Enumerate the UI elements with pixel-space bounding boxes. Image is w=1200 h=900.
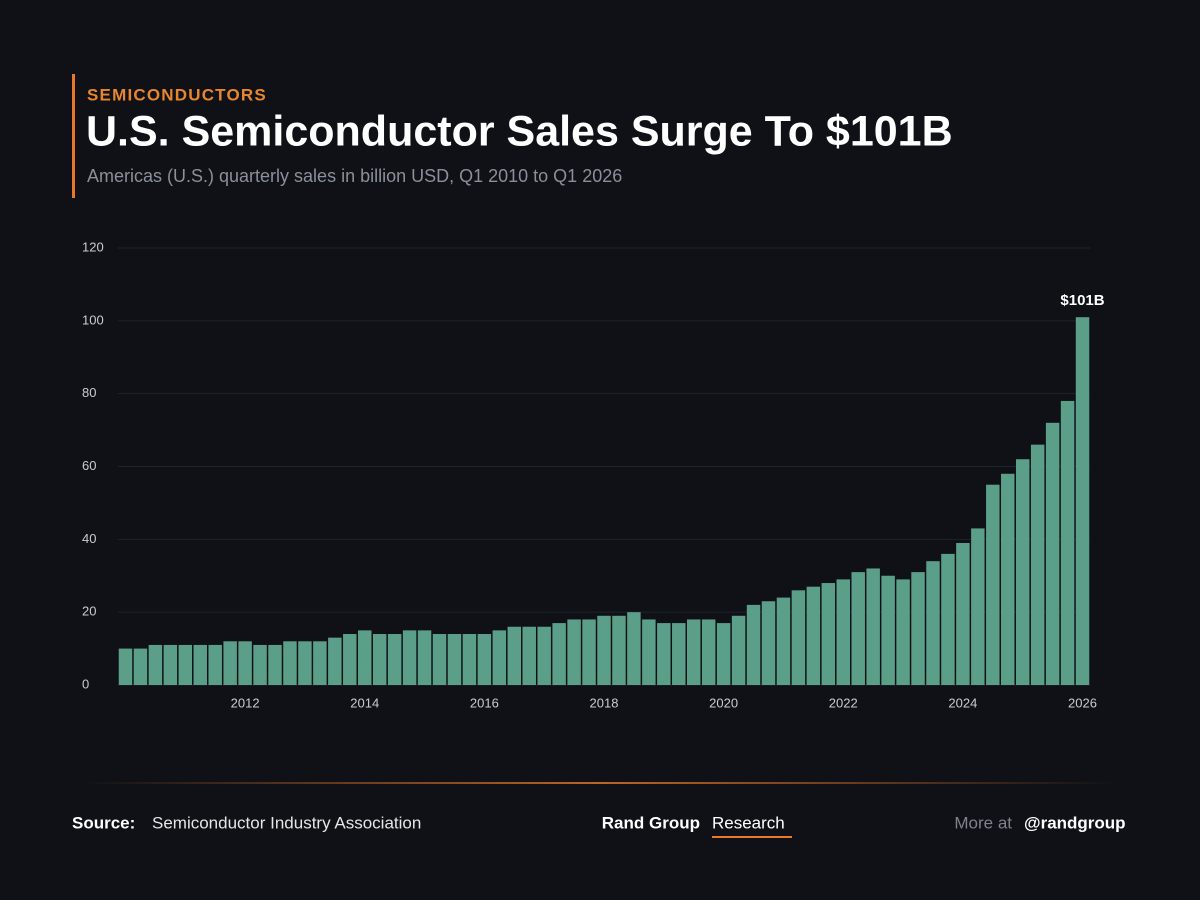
bar — [372, 634, 387, 685]
bar — [358, 630, 372, 685]
bar — [776, 597, 791, 685]
brand: Rand Group — [602, 813, 700, 832]
bar — [1030, 444, 1045, 685]
y-tick-label: 0 — [82, 676, 89, 691]
x-tick-label: 2016 — [470, 695, 499, 710]
x-tick-label: 2020 — [709, 695, 738, 710]
bar — [821, 583, 836, 685]
bar — [627, 612, 641, 685]
chart-subtitle: Americas (U.S.) quarterly sales in billi… — [87, 166, 622, 186]
bar — [731, 615, 746, 685]
bar — [716, 623, 731, 685]
bar — [552, 623, 566, 685]
bar — [911, 572, 925, 685]
y-tick-label: 40 — [82, 531, 96, 546]
bar — [896, 579, 910, 685]
bar — [328, 637, 342, 685]
bar — [1060, 400, 1075, 685]
x-tick-label: 2026 — [1068, 695, 1097, 710]
bar — [492, 630, 507, 685]
y-tick-label: 120 — [82, 239, 104, 254]
bar — [657, 623, 671, 685]
bar — [163, 644, 178, 685]
value-label: $101B — [1060, 292, 1104, 309]
bar — [387, 634, 402, 685]
brand-underline — [712, 836, 792, 838]
bar — [672, 623, 686, 685]
bar — [1001, 473, 1015, 685]
bar — [432, 634, 447, 685]
bar — [701, 619, 716, 685]
bar — [567, 619, 581, 685]
bar — [208, 644, 222, 685]
bar — [612, 615, 626, 685]
bar — [881, 575, 895, 685]
bar — [791, 590, 806, 685]
kicker: SEMICONDUCTORS — [87, 85, 267, 104]
bar — [522, 626, 536, 685]
bar — [746, 604, 761, 685]
bar — [836, 579, 850, 685]
bar — [298, 641, 312, 685]
bar — [971, 528, 985, 685]
x-tick-label: 2022 — [829, 695, 858, 710]
bar — [597, 615, 611, 685]
source: Semiconductor Industry Association — [152, 813, 421, 832]
bar — [806, 586, 821, 685]
brand-suffix: Research — [712, 813, 785, 832]
bar — [148, 644, 163, 685]
handle: @randgroup — [1024, 813, 1126, 832]
x-tick-label: 2014 — [350, 695, 379, 710]
bar — [642, 619, 656, 685]
bar — [223, 641, 237, 685]
bar — [118, 648, 133, 685]
bar — [283, 641, 297, 685]
accent-bar — [72, 74, 75, 198]
bar — [1015, 459, 1030, 685]
bar — [686, 619, 701, 685]
bar — [537, 626, 551, 685]
y-tick-label: 100 — [82, 312, 104, 327]
bar — [477, 634, 492, 685]
bar — [926, 561, 940, 685]
more-label: More at — [954, 813, 1012, 832]
bar — [343, 634, 357, 685]
bar — [313, 641, 327, 685]
bar — [462, 634, 477, 685]
bar — [507, 626, 522, 685]
bar — [941, 553, 955, 685]
bar — [238, 641, 252, 685]
bar — [761, 601, 776, 685]
bar — [417, 630, 432, 685]
bar — [268, 644, 282, 685]
bar — [402, 630, 417, 685]
bar — [866, 568, 880, 685]
source-label: Source: — [72, 813, 135, 832]
bar — [193, 644, 207, 685]
chart-title: U.S. Semiconductor Sales Surge To $101B — [86, 107, 953, 155]
divider — [80, 782, 1120, 784]
x-tick-label: 2018 — [590, 695, 619, 710]
bar — [1075, 317, 1090, 685]
y-tick-label: 60 — [82, 458, 96, 473]
bar — [1045, 422, 1060, 685]
x-tick-label: 2024 — [948, 695, 977, 710]
y-tick-label: 80 — [82, 385, 96, 400]
bar — [133, 648, 148, 685]
bar — [582, 619, 596, 685]
bar — [447, 634, 462, 685]
y-tick-label: 20 — [82, 604, 96, 619]
bar — [178, 644, 193, 685]
bar — [986, 484, 1000, 685]
bar — [253, 644, 267, 685]
bar — [956, 542, 970, 685]
bar — [851, 572, 865, 685]
x-tick-label: 2012 — [231, 695, 260, 710]
